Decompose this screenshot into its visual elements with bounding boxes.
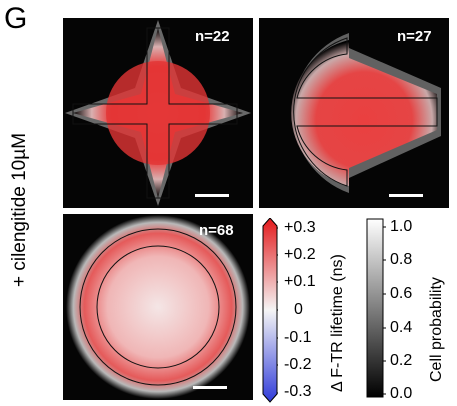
n-count-label: n=27 — [397, 28, 432, 45]
disc-tile: n=68 — [63, 214, 253, 400]
lifetime-tick-label: +0.2 — [284, 246, 316, 263]
condition-label-text: + cilengitide 10µM — [9, 132, 30, 288]
scale-bar — [195, 194, 229, 197]
disc-heatmap — [63, 214, 253, 400]
probability-tick-label: 1.0 — [390, 218, 413, 235]
lifetime-tick-label: -0.2 — [284, 356, 312, 373]
condition-label: + cilengitide 10µM — [5, 110, 35, 310]
cross-tile: n=22 — [63, 18, 253, 208]
lifetime-tick-label: 0 — [294, 301, 303, 318]
n-count-label: n=22 — [195, 28, 230, 45]
lifetime-colorbar — [262, 218, 278, 403]
lifetime-tick-label: +0.3 — [284, 219, 316, 236]
probability-tick-label: 0.8 — [390, 251, 413, 268]
n-count-label: n=68 — [199, 222, 234, 239]
probability-colorbar — [366, 218, 386, 398]
probability-tick-label: 0.0 — [390, 385, 413, 402]
probability-colorbar-title: Cell probability — [428, 277, 445, 382]
lifetime-colorbar-title: Δ F-TR lifetime (ns) — [329, 254, 346, 392]
cross-heatmap — [63, 18, 253, 208]
probability-tick-label: 0.6 — [390, 285, 413, 302]
panel-letter: G — [4, 2, 28, 35]
lifetime-tick-label: +0.1 — [284, 273, 316, 290]
scale-bar — [389, 194, 423, 197]
arrow-heatmap — [259, 18, 449, 208]
scale-bar — [193, 386, 227, 389]
probability-tick-label: 0.2 — [390, 352, 413, 369]
lifetime-tick-label: -0.3 — [284, 383, 312, 400]
probability-tick-label: 0.4 — [390, 319, 413, 336]
arrow-tile: n=27 — [259, 18, 449, 208]
lifetime-tick-label: -0.1 — [284, 329, 312, 346]
